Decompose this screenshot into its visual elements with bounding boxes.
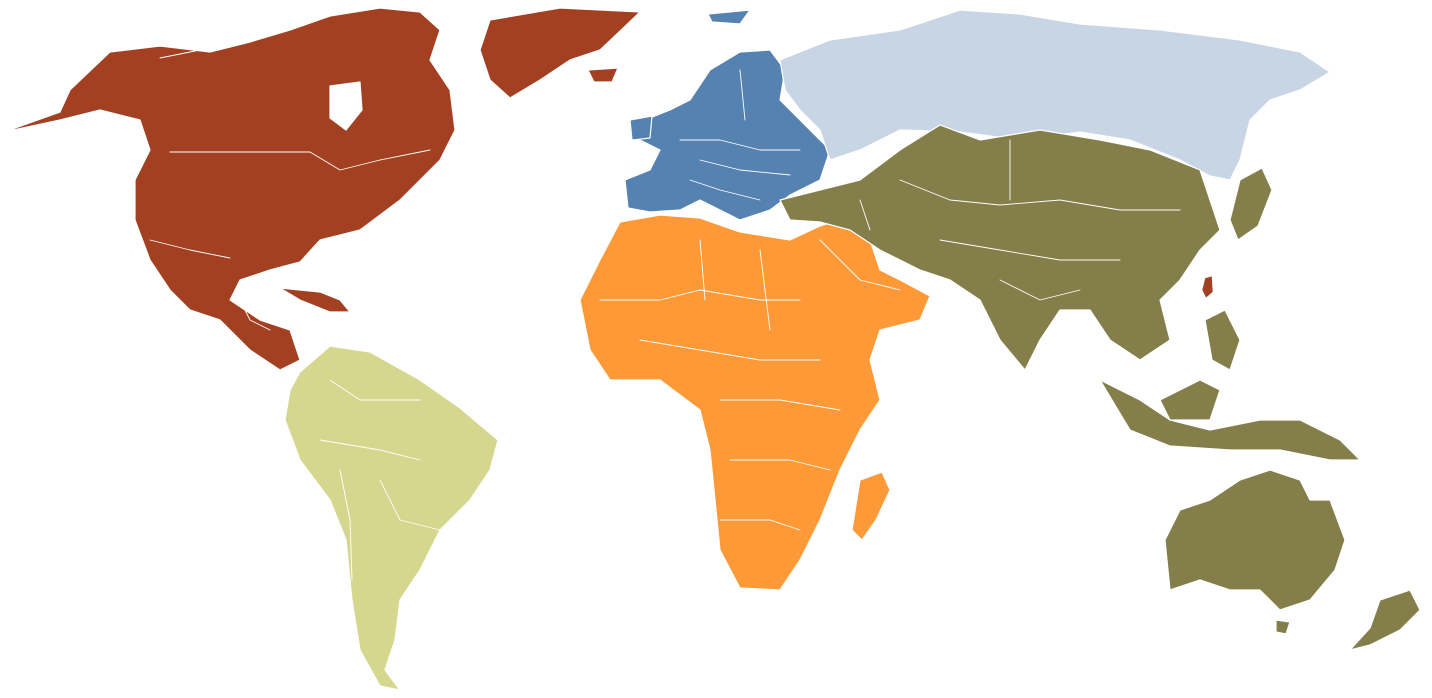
region-south-america [284, 345, 499, 691]
region-asia-oceania [779, 124, 1421, 651]
region-europe [624, 9, 831, 221]
region-russia [779, 9, 1331, 181]
region-north-america [3, 7, 641, 371]
taiwan-highlight [1201, 275, 1214, 299]
region-africa-middle-east [579, 214, 931, 591]
